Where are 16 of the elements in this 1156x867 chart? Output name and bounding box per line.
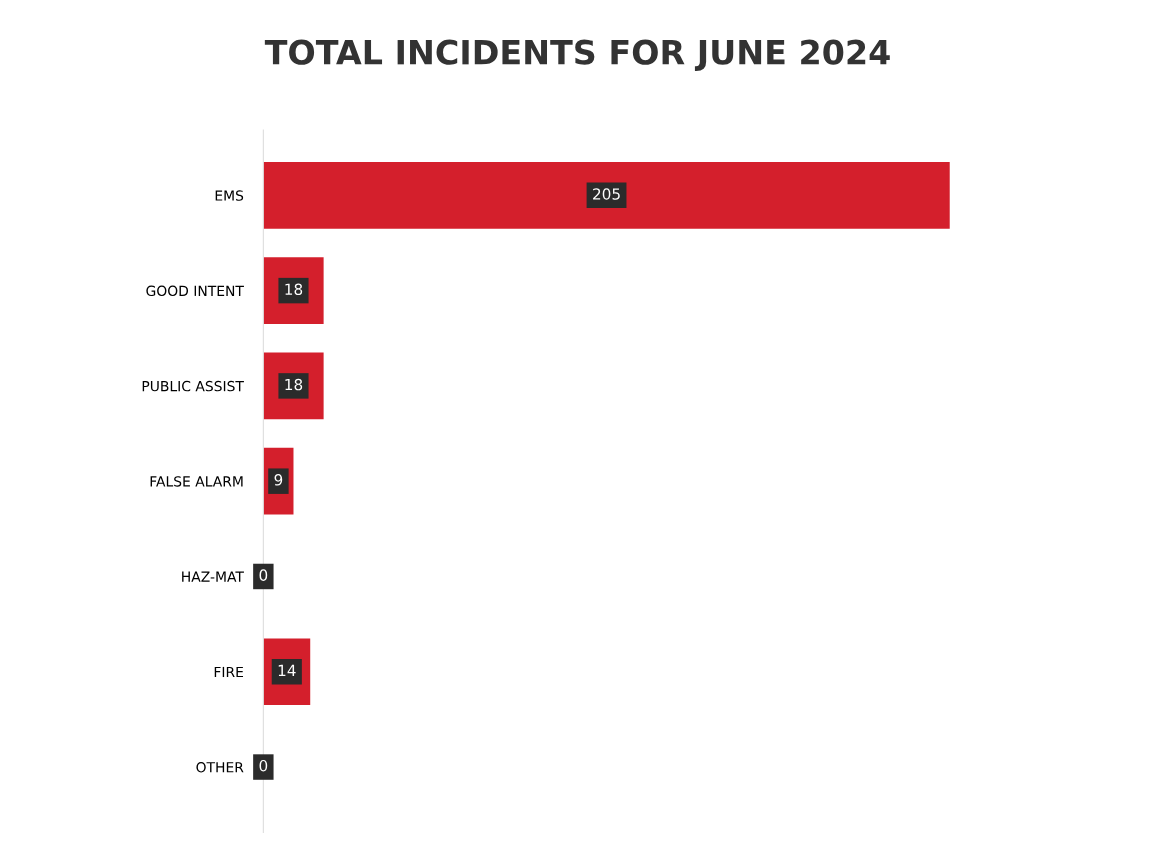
data-label: 14 [278, 664, 296, 676]
y-tick-label: PUBLIC ASSIST [142, 380, 244, 392]
y-tick-label: FIRE [214, 666, 244, 678]
data-label: 18 [285, 378, 303, 391]
y-tick-label: FALSE ALARM [150, 476, 243, 487]
y-tick-label: EMS [215, 190, 244, 201]
bar [263, 161, 950, 229]
chart-title: TOTAL INCIDENTS FOR JUNE 2024 [264, 39, 890, 72]
data-label: 18 [285, 283, 303, 296]
data-label: 0 [259, 759, 268, 772]
data-label: 9 [274, 474, 283, 486]
y-tick-label: OTHER [196, 762, 244, 773]
data-label: 0 [259, 569, 268, 581]
data-label: 205 [593, 188, 620, 200]
y-tick-label: GOOD INTENT [146, 285, 244, 297]
y-tick-label: HAZ-MAT [182, 571, 244, 582]
